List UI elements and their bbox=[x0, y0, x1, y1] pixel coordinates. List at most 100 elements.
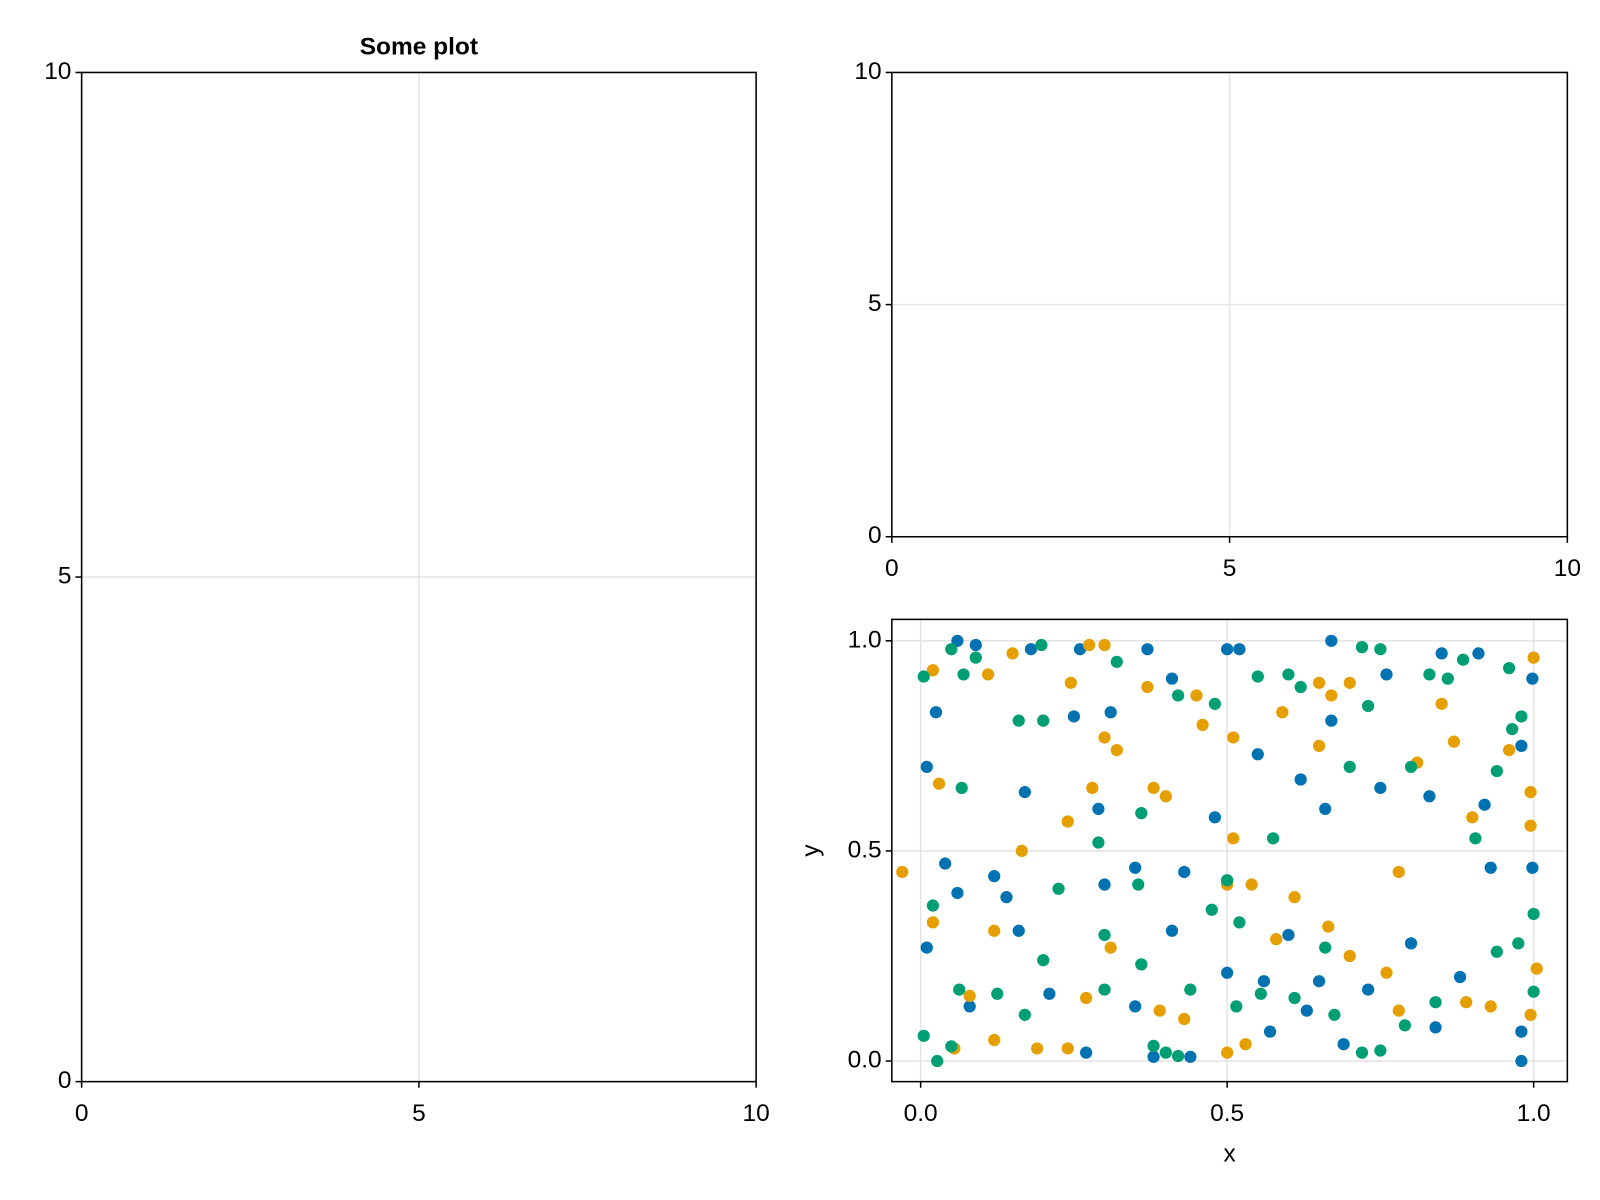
point bbox=[1404, 937, 1418, 950]
point bbox=[1374, 1044, 1387, 1057]
point bbox=[1502, 743, 1516, 757]
point bbox=[1171, 1049, 1185, 1063]
point bbox=[1362, 699, 1375, 713]
x-tick-label: 10 bbox=[1554, 555, 1581, 582]
point bbox=[1282, 668, 1295, 681]
point bbox=[1524, 819, 1537, 832]
y-axis-label: y bbox=[798, 844, 825, 857]
point bbox=[1263, 1025, 1277, 1038]
point bbox=[1098, 983, 1111, 996]
point bbox=[1037, 954, 1050, 967]
point bbox=[917, 1029, 930, 1042]
y-tick-label: 10 bbox=[854, 58, 881, 85]
point bbox=[1270, 933, 1283, 946]
point bbox=[931, 1054, 944, 1068]
point bbox=[1000, 891, 1013, 904]
point bbox=[1104, 706, 1117, 719]
point bbox=[1092, 802, 1105, 816]
point bbox=[1129, 861, 1142, 874]
point bbox=[1530, 962, 1543, 975]
point bbox=[1098, 878, 1111, 891]
point bbox=[1343, 676, 1356, 689]
point bbox=[1288, 991, 1301, 1005]
point bbox=[926, 916, 940, 929]
point bbox=[953, 983, 966, 996]
point bbox=[1030, 1042, 1044, 1055]
x-tick-label: 1.0 bbox=[1517, 1100, 1551, 1127]
point bbox=[1141, 643, 1154, 656]
point bbox=[1502, 662, 1516, 675]
point bbox=[1441, 672, 1454, 685]
point bbox=[1524, 785, 1537, 799]
point bbox=[1015, 844, 1028, 858]
point bbox=[1429, 996, 1442, 1009]
point bbox=[988, 870, 1001, 883]
point bbox=[1147, 1050, 1160, 1063]
point bbox=[1104, 941, 1117, 954]
y-tick-label: 10 bbox=[44, 58, 71, 85]
point bbox=[1147, 1039, 1160, 1053]
point bbox=[1512, 937, 1525, 950]
point bbox=[1435, 697, 1448, 710]
point bbox=[1233, 916, 1246, 929]
point bbox=[1064, 676, 1077, 689]
point bbox=[1208, 697, 1222, 710]
point bbox=[945, 643, 958, 656]
point bbox=[1478, 798, 1491, 811]
point bbox=[1294, 773, 1307, 786]
point bbox=[1098, 731, 1111, 744]
point bbox=[969, 638, 982, 652]
point bbox=[1110, 743, 1123, 757]
point bbox=[1429, 1021, 1442, 1034]
point bbox=[1472, 647, 1485, 660]
point bbox=[1319, 941, 1332, 954]
point bbox=[1135, 806, 1148, 820]
point bbox=[1466, 811, 1479, 824]
x-tick-label: 5 bbox=[412, 1100, 426, 1127]
point bbox=[1460, 996, 1473, 1009]
point bbox=[1404, 760, 1418, 774]
x-tick-label: 0 bbox=[885, 555, 899, 582]
y-tick-label: 0.5 bbox=[848, 836, 882, 863]
point bbox=[1221, 1046, 1234, 1059]
point bbox=[1221, 874, 1234, 887]
point bbox=[1227, 731, 1240, 744]
point bbox=[1135, 958, 1148, 971]
x-tick-label: 10 bbox=[743, 1100, 770, 1127]
point bbox=[1233, 643, 1246, 656]
point bbox=[1098, 638, 1111, 652]
point bbox=[1515, 739, 1528, 752]
point bbox=[1355, 1046, 1369, 1059]
plot-frame bbox=[891, 618, 1569, 1083]
point bbox=[1453, 970, 1467, 984]
point bbox=[1294, 680, 1307, 694]
point bbox=[1024, 643, 1038, 656]
point bbox=[1435, 647, 1448, 660]
point bbox=[1035, 638, 1048, 652]
point bbox=[988, 924, 1001, 937]
point bbox=[1018, 785, 1031, 799]
point bbox=[1221, 643, 1234, 656]
point bbox=[1086, 781, 1099, 795]
point bbox=[1484, 1000, 1497, 1013]
point bbox=[951, 886, 964, 900]
point bbox=[1098, 928, 1111, 942]
point bbox=[1153, 1004, 1166, 1017]
point bbox=[1392, 1004, 1405, 1017]
point bbox=[1141, 680, 1154, 694]
point bbox=[1178, 1012, 1191, 1026]
point bbox=[1469, 832, 1482, 845]
point bbox=[1490, 764, 1503, 778]
point bbox=[1266, 832, 1280, 845]
point bbox=[1251, 748, 1264, 761]
chart-title: Some plot bbox=[360, 33, 478, 60]
point bbox=[1184, 983, 1197, 996]
point bbox=[1322, 920, 1335, 933]
point bbox=[1526, 861, 1539, 874]
point bbox=[951, 634, 964, 647]
point bbox=[1178, 865, 1191, 879]
point bbox=[1325, 634, 1338, 647]
point bbox=[1484, 861, 1497, 874]
point bbox=[1073, 643, 1087, 656]
